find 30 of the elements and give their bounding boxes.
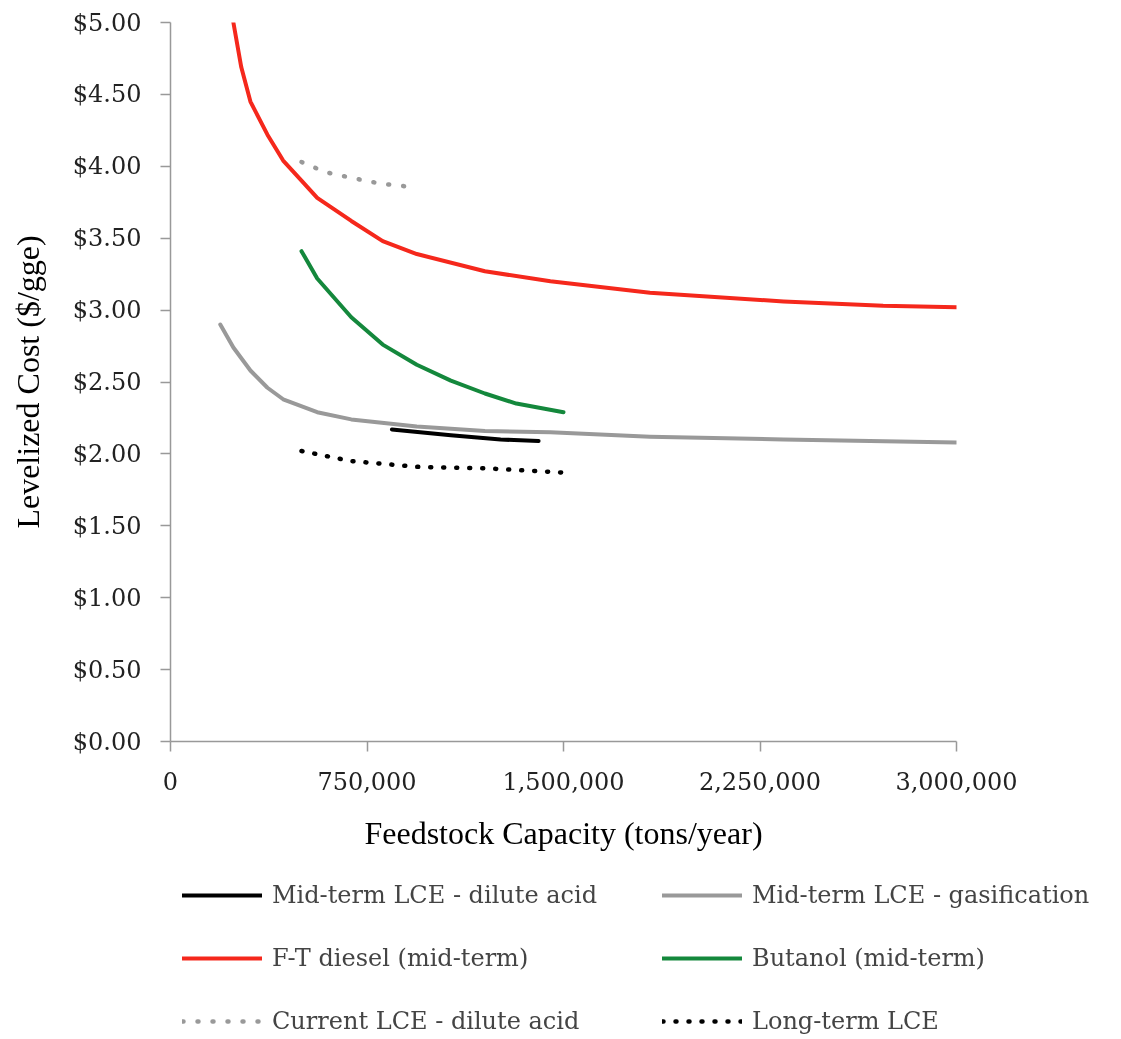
y-tick-label: $4.00 — [72, 152, 142, 181]
y-tick-label: $1.00 — [72, 583, 142, 612]
line-series — [299, 159, 409, 189]
line-series — [299, 249, 566, 415]
x-tick-label: 1,500,000 — [502, 767, 625, 796]
y-tick-label: $2.50 — [72, 368, 142, 396]
y-tick-label: $2.00 — [72, 439, 142, 468]
legend-label: Mid-term LCE - gasification — [752, 881, 1091, 910]
x-tick-label: 3,000,000 — [895, 767, 1018, 796]
legend-label: Current LCE - dilute acid — [272, 1007, 581, 1036]
y-tick-label: $3.50 — [72, 224, 142, 253]
legend-label: Mid-term LCE - dilute acid — [272, 881, 599, 910]
line-series — [231, 22, 957, 310]
legend-label: Butanol (mid-term) — [752, 944, 986, 973]
y-tick-label: $3.00 — [72, 296, 142, 325]
y-tick-label: $4.50 — [72, 80, 142, 109]
y-tick-label: $0.50 — [72, 655, 142, 684]
line-series — [299, 448, 566, 475]
y-axis-title: Levelized Cost ($/gge) — [9, 235, 46, 529]
legend-label: Long-term LCE — [752, 1007, 940, 1036]
x-tick-label: 2,250,000 — [698, 767, 822, 796]
y-tick-label: $5.00 — [72, 8, 142, 37]
x-tick-label: 750,000 — [317, 767, 417, 796]
line-series — [218, 322, 957, 445]
legend-label: F-T diesel (mid-term) — [272, 944, 530, 973]
x-axis-title: Feedstock Capacity (tons/year) — [364, 814, 763, 851]
y-tick-label: $0.00 — [72, 727, 142, 756]
x-tick-label: 0 — [162, 767, 179, 796]
y-tick-label: $1.50 — [72, 511, 142, 540]
line-series — [389, 427, 541, 443]
